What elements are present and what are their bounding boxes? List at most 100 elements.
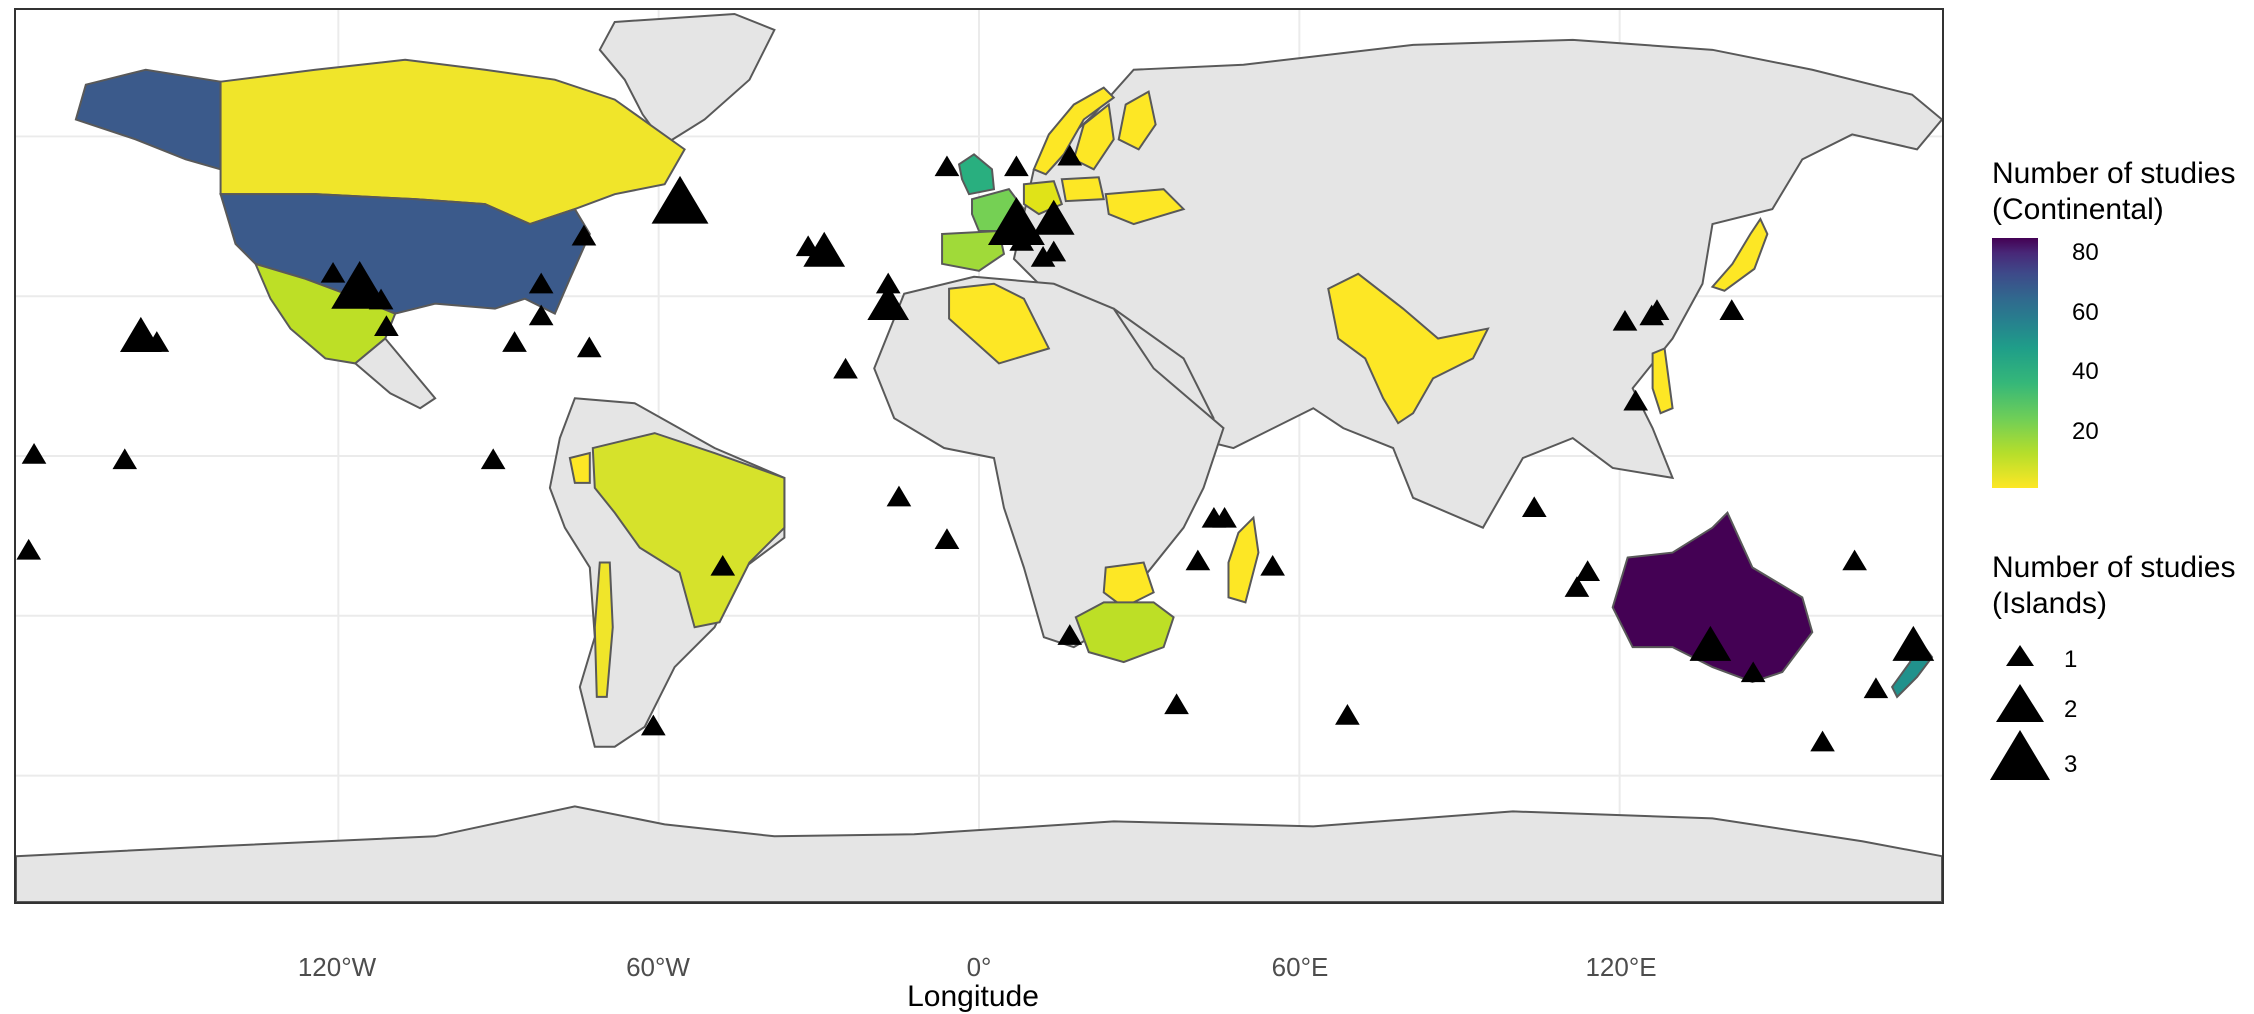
island-marker-1	[934, 528, 960, 549]
island-marker-1	[886, 485, 912, 507]
land-india	[1327, 272, 1490, 425]
island-marker-1	[1030, 246, 1056, 267]
land-japan	[1710, 217, 1769, 292]
x-tick-120e: 120°E	[1585, 952, 1657, 982]
size-legend-label-1: 1	[2064, 646, 2078, 673]
island-marker-1	[795, 235, 821, 257]
island-marker-1	[571, 224, 597, 246]
map-panel	[14, 8, 1944, 904]
island-marker-3	[331, 260, 389, 309]
land-poland	[1060, 176, 1105, 203]
legend-triangle-1	[2006, 645, 2034, 666]
land-sweden	[1072, 102, 1115, 171]
island-marker-1	[1260, 554, 1285, 576]
island-marker-3	[987, 197, 1045, 245]
legend-continental-title-line2: (Continental)	[1992, 193, 2164, 226]
colorbar-tick-80: 80	[2072, 239, 2099, 266]
island-marker-1	[934, 155, 960, 177]
island-marker-2	[1032, 199, 1075, 235]
island-marker-1	[528, 304, 554, 326]
x-tick-0: 0°	[966, 952, 992, 982]
island-marker-1	[528, 272, 554, 294]
island-marker-1	[1575, 560, 1601, 581]
island-marker-1	[1612, 309, 1638, 331]
land-norway	[1032, 86, 1116, 176]
island-marker-1	[1201, 506, 1227, 528]
island-marker-1	[1644, 299, 1670, 321]
legend-islands-title-line1: Number of studies	[1992, 551, 2236, 584]
size-legend-label-2: 2	[2064, 696, 2078, 723]
island-marker-1	[641, 714, 666, 736]
island-marker-1	[1185, 549, 1211, 571]
legend-continental-title: Number of studies (Continental)	[1992, 156, 2235, 228]
x-tick-60w: 60°W	[626, 952, 690, 982]
island-marker-1	[1009, 230, 1034, 251]
legend-islands-title: Number of studies (Islands)	[1992, 550, 2235, 622]
continental-colorbar	[1992, 238, 2038, 488]
x-axis-title: Longitude	[907, 980, 1039, 1013]
land-layer	[16, 12, 1942, 902]
island-marker-1	[1057, 624, 1083, 645]
land-brazil	[591, 432, 786, 629]
island-marker-1	[21, 443, 47, 464]
island-marker-1	[1863, 677, 1889, 699]
colorbar-tick-60: 60	[2072, 299, 2099, 326]
island-marker-2	[1892, 625, 1935, 661]
island-marker-1	[1057, 144, 1083, 166]
x-tick-60e: 60°E	[1271, 952, 1329, 982]
island-marker-1	[1564, 576, 1590, 597]
land-australia	[1611, 511, 1814, 684]
island-markers	[16, 144, 1935, 752]
land-ukraine	[1104, 188, 1186, 226]
land-eurasia	[1012, 38, 1942, 529]
island-marker-1	[1164, 693, 1189, 715]
legend-triangle-3	[1990, 730, 2050, 780]
island-marker-1	[1719, 299, 1745, 321]
island-marker-1	[1004, 155, 1029, 177]
island-marker-3	[651, 175, 709, 224]
island-marker-1	[368, 288, 394, 310]
island-marker-2	[867, 284, 910, 321]
island-marker-1	[16, 538, 42, 560]
colorbar-tick-40: 40	[2072, 358, 2099, 385]
land-chile	[593, 561, 614, 698]
land-finland	[1117, 90, 1157, 151]
island-marker-1	[875, 272, 901, 294]
map-canvas	[16, 10, 1942, 902]
land-central-america	[353, 337, 437, 410]
island-marker-1	[374, 315, 399, 336]
island-marker-1	[1810, 730, 1835, 752]
island-marker-2	[1689, 625, 1732, 661]
island-marker-1	[112, 448, 138, 470]
land-south-africa	[1074, 601, 1175, 664]
land-botswana	[1102, 561, 1155, 609]
land-antarctica	[16, 805, 1942, 902]
size-legend-label-3: 3	[2064, 751, 2078, 778]
island-marker-1	[1521, 496, 1547, 518]
island-marker-1	[833, 357, 858, 379]
land-philippines	[1651, 347, 1674, 415]
legend-triangle-2	[1996, 684, 2044, 722]
island-marker-1	[502, 331, 527, 352]
legend-continental-title-line1: Number of studies	[1992, 157, 2236, 190]
island-marker-1	[1740, 661, 1766, 683]
island-marker-1	[320, 261, 346, 283]
island-marker-1	[1623, 389, 1649, 411]
land-madagascar	[1227, 515, 1260, 604]
colorbar-tick-20: 20	[2072, 418, 2099, 445]
island-marker-1	[576, 336, 602, 358]
island-marker-1	[710, 554, 736, 576]
land-colombia-strip	[568, 451, 591, 484]
legend-islands-title-line2: (Islands)	[1992, 587, 2108, 620]
land-greenland	[598, 12, 776, 146]
island-marker-1	[144, 331, 170, 352]
land-alaska	[74, 68, 222, 171]
land-uk	[957, 153, 996, 196]
x-tick-120w: 120°W	[297, 952, 377, 982]
island-marker-1	[1842, 549, 1867, 571]
island-marker-1	[1041, 240, 1067, 262]
islands-size-legend	[1990, 645, 2050, 780]
land-algeria	[948, 282, 1051, 365]
island-marker-2	[803, 231, 846, 267]
